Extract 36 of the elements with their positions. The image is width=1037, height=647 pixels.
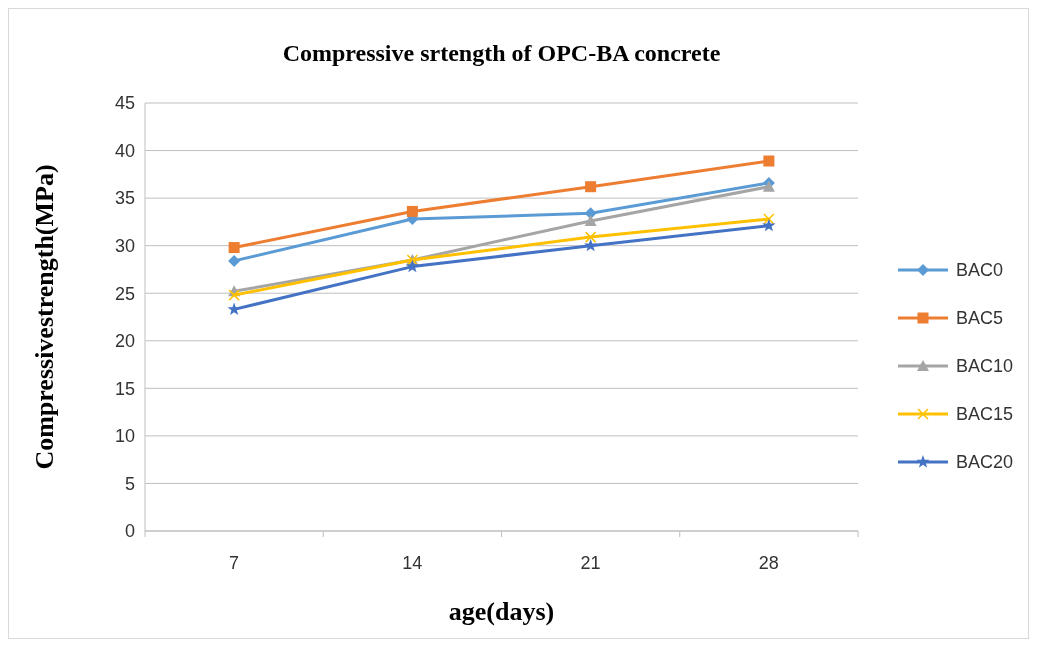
legend-label: BAC0 <box>956 260 1004 281</box>
legend-label: BAC20 <box>956 452 1014 473</box>
y-tick-label: 35 <box>114 188 135 209</box>
point <box>584 214 597 226</box>
point <box>585 181 597 193</box>
y-tick-label: 40 <box>114 140 135 161</box>
point <box>584 231 597 243</box>
point <box>228 289 240 301</box>
point <box>228 242 240 254</box>
point <box>405 259 420 273</box>
x-axis-title: age(days) <box>448 597 555 626</box>
point <box>762 180 775 192</box>
legend-label: BAC5 <box>956 308 1004 329</box>
point <box>763 155 775 167</box>
y-tick-label: 20 <box>114 331 135 352</box>
point <box>227 302 241 316</box>
point <box>406 205 418 217</box>
point <box>228 254 241 267</box>
x-tick-label: 21 <box>580 553 601 573</box>
legend-label: BAC15 <box>956 404 1014 425</box>
y-tick-label: 30 <box>114 235 135 256</box>
x-tick-label: 7 <box>229 553 240 573</box>
point <box>583 238 598 252</box>
y-tick-label: 5 <box>124 473 135 494</box>
y-tick-label: 0 <box>124 521 135 542</box>
x-tick-label: 14 <box>402 553 423 573</box>
x-tick-label: 28 <box>758 553 779 573</box>
y-tick-label: 25 <box>114 283 135 304</box>
legend-label: BAC10 <box>956 356 1014 377</box>
y-tick-label: 45 <box>114 93 135 114</box>
y-tick-label: 10 <box>114 426 135 447</box>
point <box>762 218 776 232</box>
chart-title: Compressive srtength of OPC-BA concrete <box>282 40 721 66</box>
y-axis-title: Compressivestrength(MPa) <box>30 164 59 470</box>
point <box>763 213 775 225</box>
y-tick-label: 15 <box>114 378 135 399</box>
